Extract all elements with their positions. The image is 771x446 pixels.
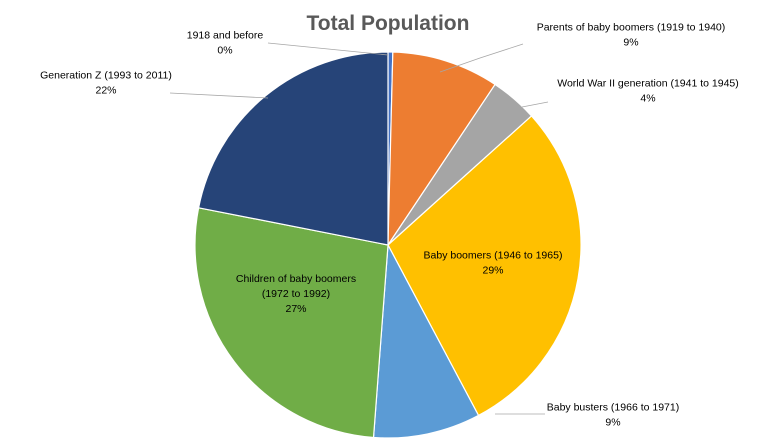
pct-label-children-of-baby-boomers: 27% [285,303,306,315]
category-label-children-of-baby-boomers: (1972 to 1992) [262,288,330,300]
pie-slice-generation-z [197,51,389,246]
pct-label-baby-busters: 9% [605,417,620,429]
leader-line-generation-z [169,92,269,99]
pct-label-world-war-ii-generation: 4% [640,93,655,105]
slice-labels: 1918 and before 0% Parents of baby boomers… [40,22,739,429]
category-label-baby-boomers: Baby boomers (1946 to 1965) [424,250,563,262]
pct-label-1918-and-before: 0% [217,45,232,57]
category-label-baby-busters: Baby busters (1966 to 1971) [547,402,680,414]
category-label-children-of-baby-boomers: Children of baby boomers [236,273,356,285]
category-label-parents-of-baby-boomers: Parents of baby boomers (1919 to 1940) [537,22,726,34]
category-label-world-war-ii-generation: World War II generation (1941 to 1945) [557,78,739,90]
pct-label-generation-z: 22% [95,85,116,97]
category-label-1918-and-before: 1918 and before [187,30,264,42]
pct-label-baby-boomers: 29% [482,265,503,277]
pie-slice-parents-of-baby-boomers [387,51,496,248]
chart-title: Total Population [307,12,470,35]
pie-slice-children-of-baby-boomers [194,207,389,439]
category-label-generation-z: Generation Z (1993 to 2011) [40,70,172,82]
pie-slice-baby-busters [372,242,480,439]
leader-line-world-war-ii-generation [521,101,549,108]
leader-line-1918-and-before [267,42,389,56]
pie-slice-baby-boomers [387,115,582,417]
leader-line-parents-of-baby-boomers [439,43,524,73]
pct-label-parents-of-baby-boomers: 9% [623,37,638,49]
pie-slices [194,51,582,439]
leader-lines [169,42,549,415]
